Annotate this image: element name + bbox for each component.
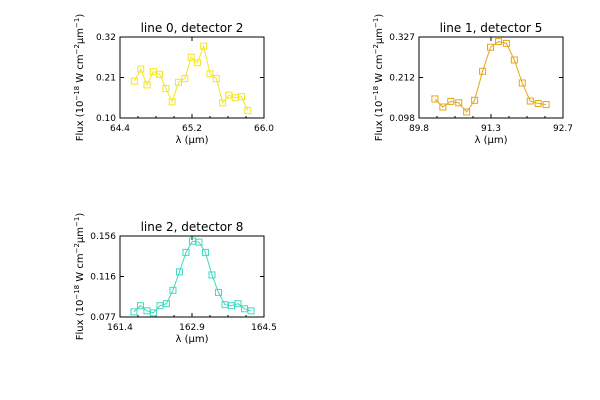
y-tick-label: 0.156 [90, 232, 116, 242]
data-point [244, 107, 252, 115]
y-tick-label: 0.212 [389, 74, 415, 84]
data-point [143, 81, 151, 89]
data-point [447, 97, 455, 105]
x-tick-label: 66.0 [254, 124, 274, 134]
data-point [221, 301, 229, 309]
data-point [201, 248, 209, 256]
y-tick-label: 0.10 [96, 114, 116, 124]
data-point [188, 237, 196, 245]
y-tick-label: 0.21 [96, 74, 116, 84]
chart-panel: line 2, detector 8 161.4 162.9 164.5 0.077 0.… [73, 213, 277, 345]
x-tick-label: 92.7 [553, 124, 573, 134]
data-point [487, 43, 495, 51]
data-point [130, 77, 138, 85]
data-point [455, 99, 463, 107]
data-point [240, 305, 248, 313]
data-point [193, 59, 201, 67]
chart-panel: line 1, detector 5 89.8 91.3 92.7 0.098 0.212… [372, 14, 573, 146]
data-point [156, 302, 164, 310]
data-point [510, 56, 518, 64]
data-point [238, 93, 245, 101]
x-tick-label: 164.5 [251, 323, 277, 333]
data-point [143, 307, 151, 315]
chart-panel: line 0, detector 2 64.4 65.2 66.0 0.10 0.21 0.… [73, 14, 274, 146]
data-point [182, 248, 190, 256]
x-tick-label: 89.8 [409, 124, 429, 134]
data-point [137, 65, 145, 73]
data-point [502, 39, 510, 47]
data-point [200, 42, 208, 50]
x-tick-label: 162.9 [179, 323, 205, 333]
data-point [187, 53, 195, 61]
data-point [162, 300, 170, 308]
data-point [212, 75, 220, 83]
y-tick-label: 0.116 [90, 273, 116, 283]
y-axis-label: Flux (10−18 W cm−2μm−1) [73, 213, 86, 341]
x-tick-label: 64.4 [110, 124, 130, 134]
y-tick-label: 0.32 [96, 33, 116, 43]
data-point [175, 78, 182, 86]
x-tick-label: 65.2 [182, 124, 202, 134]
data-point [169, 286, 177, 294]
x-axis-label: λ (μm) [175, 334, 208, 345]
data-point [431, 95, 439, 103]
data-point [526, 97, 534, 105]
data-point [168, 98, 176, 106]
y-tick-label: 0.077 [90, 313, 116, 323]
data-point [206, 70, 214, 78]
data-point [219, 99, 227, 107]
y-tick-label: 0.327 [389, 33, 415, 43]
x-axis-label: λ (μm) [474, 135, 507, 146]
y-axis-label: Flux (10−18 W cm−2μm−1) [372, 14, 385, 142]
data-point [214, 288, 222, 296]
data-point [479, 67, 487, 75]
x-tick-label: 91.3 [481, 124, 501, 134]
data-point [149, 309, 157, 317]
series-line [133, 44, 249, 111]
data-point [518, 79, 526, 87]
y-tick-label: 0.098 [389, 114, 415, 124]
x-axis-label: λ (μm) [175, 135, 208, 146]
data-point [542, 101, 550, 109]
data-point [234, 300, 242, 308]
y-axis-label: Flux (10−18 W cm−2μm−1) [73, 14, 86, 142]
series-line [434, 41, 547, 113]
data-point [439, 103, 447, 111]
data-point [130, 308, 138, 316]
data-point [494, 38, 502, 46]
data-point [181, 75, 189, 83]
data-point [162, 85, 170, 93]
series-line [133, 240, 252, 314]
chart-title: line 1, detector 5 [440, 21, 543, 35]
data-point [208, 271, 216, 279]
data-point [195, 238, 203, 246]
plot-frame [119, 36, 265, 119]
data-point [534, 99, 542, 107]
data-point [463, 108, 471, 116]
data-point [247, 307, 255, 315]
data-point [471, 96, 479, 104]
chart-title: line 2, detector 8 [141, 220, 244, 234]
data-point [175, 268, 183, 276]
x-tick-label: 161.4 [107, 323, 133, 333]
data-point [136, 302, 144, 310]
plot-frame [119, 235, 265, 318]
chart-title: line 0, detector 2 [141, 21, 244, 35]
data-point [227, 302, 235, 310]
data-point [156, 70, 164, 78]
